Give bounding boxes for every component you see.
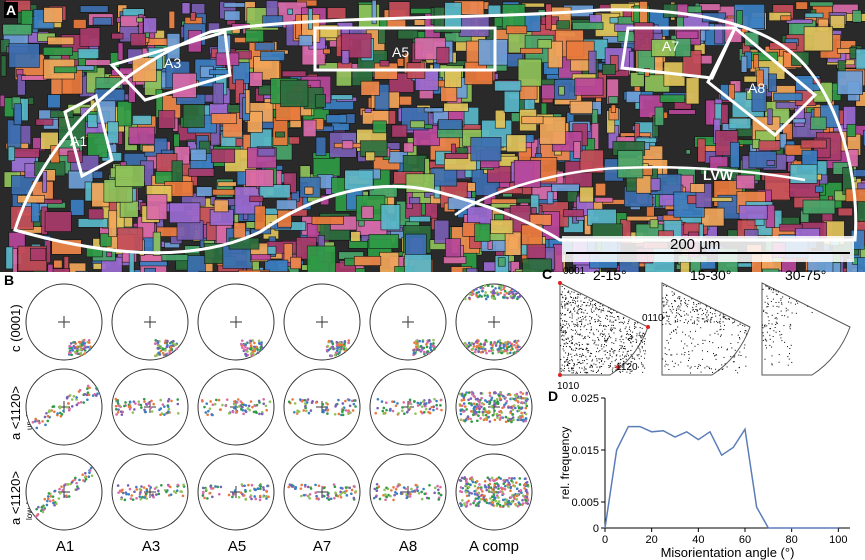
ipf-title-2: 15-30° — [690, 267, 732, 283]
ipf-label-0001: 0001 — [563, 266, 586, 277]
area-a8-label: A8 — [748, 80, 766, 96]
ebsd-map: A A1 A3 A5 A7 A8 LVW 200 µm — [0, 0, 865, 272]
area-a5-label: A5 — [392, 44, 410, 60]
col-label-a3: A3 — [141, 538, 161, 555]
panel-b-letter: B — [4, 272, 15, 288]
y-tick-label: 0 — [593, 523, 599, 535]
misorientation-chart: 0 20 40 60 80 100 0 0.005 0.015 0.025 Misorientati… — [558, 393, 850, 560]
ipf-label-0110: 0110 — [642, 313, 664, 324]
scalebar-box — [562, 236, 854, 262]
col-label-a5: A5 — [227, 538, 247, 555]
ipf-triangles — [558, 281, 851, 377]
x-tick-label: 100 — [829, 534, 847, 546]
panel-a-letter: A — [4, 2, 19, 18]
area-a1-label: A1 — [70, 133, 88, 149]
scalebar — [566, 252, 850, 254]
x-tick-label: 80 — [786, 534, 798, 546]
lvw-label: LVW — [703, 167, 734, 183]
panel-c-letter: C — [542, 266, 553, 282]
area-a7-label: A7 — [662, 38, 680, 54]
pole-figure-grid — [25, 283, 533, 531]
col-label-acomp: A comp — [468, 538, 520, 555]
y-axis-label: rel. frequency — [558, 427, 572, 500]
x-axis-label: Misorientation angle (°) — [661, 545, 795, 560]
y-tick-label: 0.005 — [571, 497, 599, 509]
y-tick-label: 0.015 — [571, 445, 599, 457]
col-label-a8: A8 — [398, 538, 418, 555]
scalebar-label: 200 µm — [670, 236, 721, 253]
area-a3-label: A3 — [164, 55, 182, 71]
y-tick-label: 0.025 — [571, 393, 599, 405]
ipf-title-3: 30-75° — [785, 267, 827, 283]
ipf-label-1010: 1010 — [557, 381, 580, 392]
x-tick-label: 40 — [692, 534, 704, 546]
ipf-title-1: 2-15° — [593, 267, 627, 283]
x-tick-label: 0 — [602, 534, 608, 546]
grain-map-image — [0, 0, 865, 272]
col-label-a7: A7 — [312, 538, 332, 555]
x-tick-label: 60 — [739, 534, 751, 546]
panel-d-letter: D — [548, 388, 559, 404]
col-label-a1: A1 — [55, 538, 75, 555]
ipf-label-1120: 1120 — [616, 362, 638, 373]
x-tick-label: 20 — [646, 534, 658, 546]
series-line — [604, 425, 839, 529]
